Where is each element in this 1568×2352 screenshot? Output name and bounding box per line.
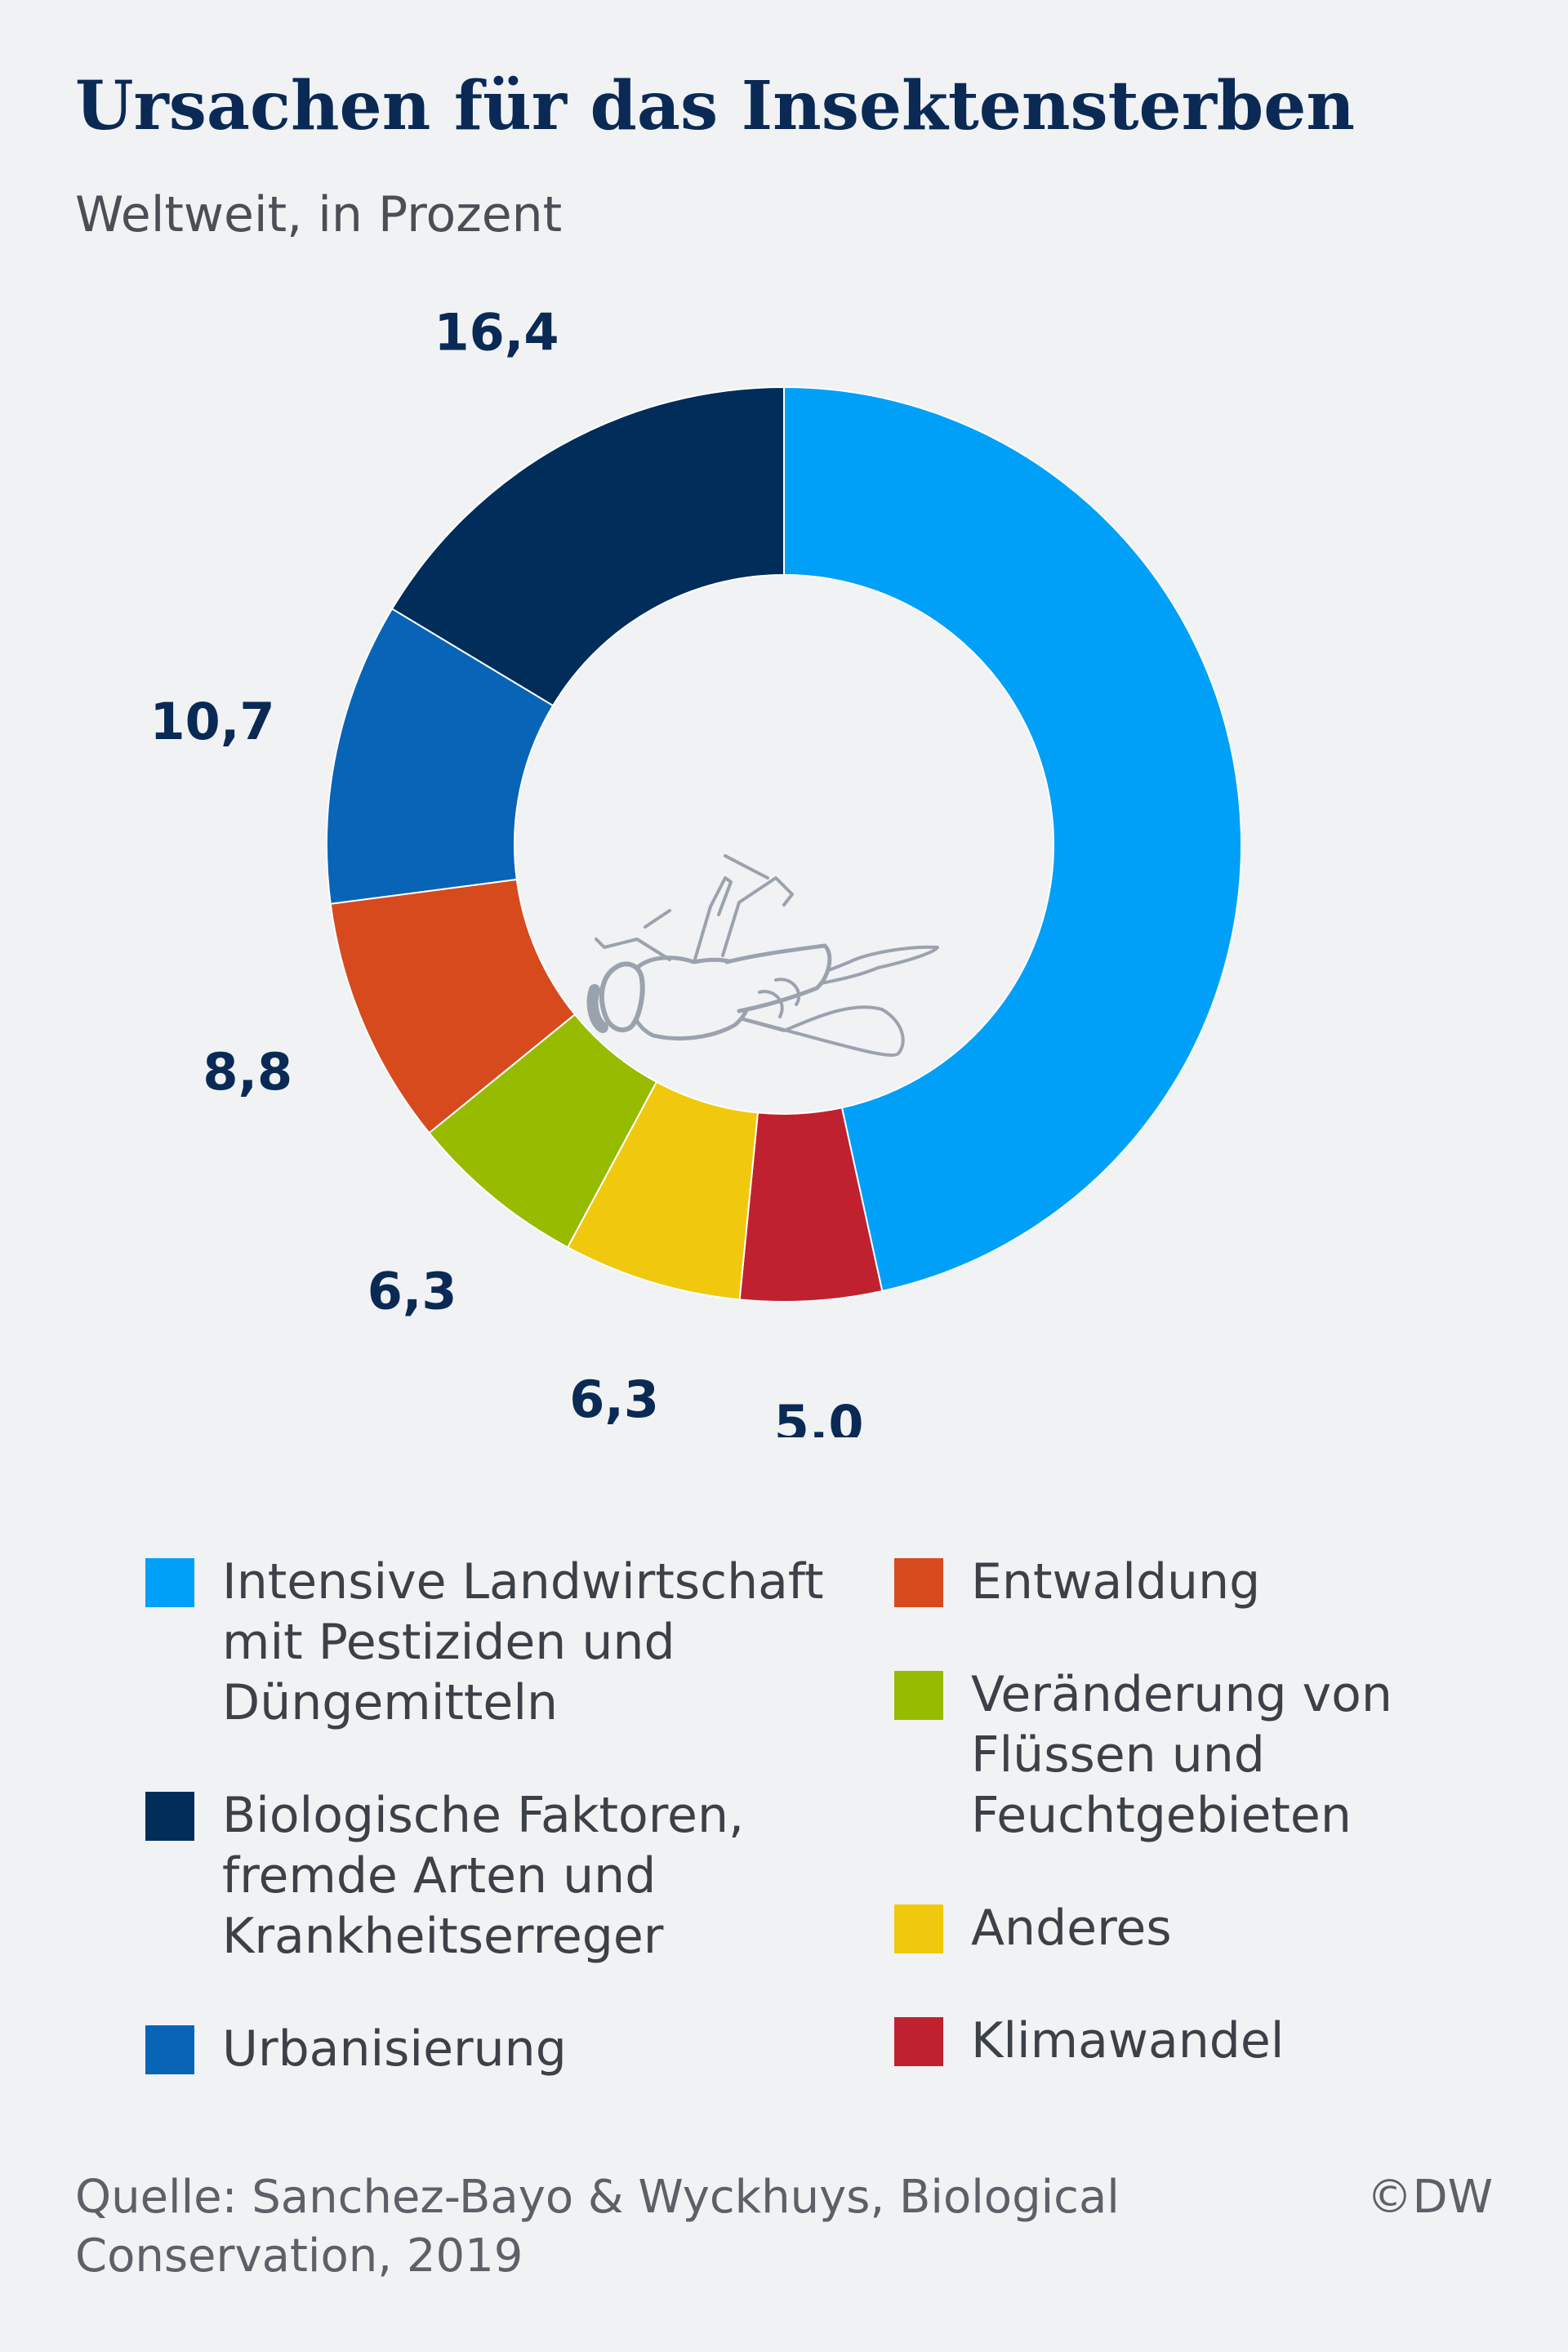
legend-swatch: [894, 1904, 943, 1953]
slice-value-label: 6,3: [368, 1261, 457, 1321]
donut-slice: [390, 385, 785, 707]
legend-label: Klimawandel: [971, 2012, 1285, 2069]
slice-value-label: 6,3: [569, 1370, 659, 1429]
dead-insect-icon: [586, 854, 939, 1057]
donut-chart: 46,65,06,36,38,810,716,4: [150, 310, 1242, 1437]
legend-item: Intensive Landwirtschaft mit Pestiziden …: [145, 1552, 843, 1733]
legend-swatch: [894, 1671, 943, 1720]
legend-item: Veränderung von Flüssen und Feuchtgebiet…: [894, 1664, 1428, 1846]
legend-item: Urbanisierung: [145, 2019, 843, 2079]
chart-subtitle: Weltweit, in Prozent: [75, 186, 563, 243]
legend-swatch: [894, 1558, 943, 1607]
slice-value-label: 10,7: [150, 692, 275, 751]
legend-label: Entwaldung: [971, 1553, 1261, 1610]
legend-swatch: [145, 1558, 194, 1607]
slice-value-label: 5,0: [774, 1394, 864, 1437]
donut-slice: [783, 385, 1242, 1293]
legend-left: Intensive Landwirtschaft mit Pestiziden …: [145, 1552, 843, 2079]
legend-swatch: [894, 2017, 943, 2066]
legend-swatch: [145, 2025, 194, 2074]
source-note: Quelle: Sanchez-Bayo & Wyckhuys, Biologi…: [75, 2171, 1120, 2283]
legend-label: Biologische Faktoren, fremde Arten und K…: [222, 1787, 745, 1965]
legend-label: Intensive Landwirtschaft mit Pestiziden …: [222, 1553, 824, 1731]
legend-item: Biologische Faktoren, fremde Arten und K…: [145, 1785, 843, 1967]
slice-value-label: 16,4: [434, 310, 559, 363]
legend-item: Anderes: [894, 1898, 1428, 1958]
legend-item: Entwaldung: [894, 1552, 1428, 1612]
chart-title: Ursachen für das Insektensterben: [75, 67, 1356, 145]
legend-right: Entwaldung Veränderung von Flüssen und Fe…: [894, 1552, 1428, 2071]
legend-label: Anderes: [971, 1900, 1172, 1957]
donut-slice: [326, 608, 555, 905]
slice-value-label: 8,8: [203, 1042, 292, 1102]
legend-swatch: [145, 1792, 194, 1841]
legend-label: Urbanisierung: [222, 2020, 567, 2078]
legend-label: Veränderung von Flüssen und Feuchtgebiet…: [971, 1666, 1392, 1844]
legend-item: Klimawandel: [894, 2011, 1428, 2071]
copyright-dw: ©DW: [1366, 2171, 1494, 2224]
